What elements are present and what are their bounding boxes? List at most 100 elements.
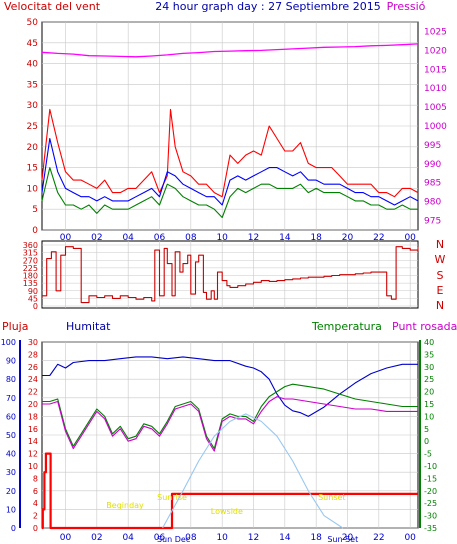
sun-label-begin: Beginday: [106, 501, 144, 510]
series-temperature: [42, 383, 418, 450]
temp-ytick-4: -15: [424, 474, 437, 483]
temp-xtick-9: 20: [342, 533, 354, 543]
rain-ytick-3: 6: [33, 487, 38, 496]
wind-ytick-3: 15: [27, 164, 38, 174]
sun-label-sunrise: Sunrise: [157, 493, 187, 502]
humidity-ytick-10: 100: [1, 338, 16, 347]
humidity-ytick-8: 80: [6, 375, 16, 384]
pressure-ytick-6: 1005: [424, 103, 447, 113]
temp-ytick-8: 5: [424, 425, 429, 434]
temp-xtick-0: 00: [60, 533, 72, 543]
rain-ytick-9: 18: [28, 412, 38, 421]
wind-ytick-2: 10: [27, 184, 39, 194]
wind-ytick-6: 30: [27, 101, 39, 111]
wind-ytick-4: 20: [27, 143, 39, 153]
humidity-ytick-0: 0: [11, 524, 16, 533]
temp-ytick-6: -5: [424, 450, 432, 459]
sun-label-sun_dec: Sun Dec: [157, 535, 190, 544]
direction-ytick-1: 45: [28, 294, 38, 303]
wind-xtick-1: 02: [91, 233, 102, 243]
sun-label-sun_set2: Sun Set: [327, 535, 358, 544]
wind-xtick-9: 20: [342, 233, 354, 243]
temp-xtick-10: 22: [373, 533, 384, 543]
sun-label-lowsun: Lowside: [211, 507, 243, 516]
temp-ytick-10: 15: [424, 400, 434, 409]
pressure-ytick-3: 990: [424, 160, 441, 170]
humidity-ytick-9: 90: [6, 357, 16, 366]
humidity-ytick-7: 70: [6, 394, 16, 403]
pressure-ytick-8: 1015: [424, 65, 447, 75]
temp-xtick-8: 18: [310, 533, 322, 543]
rain-ytick-2: 4: [33, 499, 38, 508]
humidity-label: Humitat: [66, 320, 111, 333]
direction-panel-frame: [41, 240, 419, 309]
pressure-ytick-7: 1010: [424, 84, 447, 94]
chart-title: 24 hour graph day : 27 Septiembre 2015: [155, 0, 380, 13]
series-low: [41, 167, 418, 219]
compass-label-0: N: [436, 238, 444, 251]
temp-ytick-9: 10: [424, 412, 434, 421]
temp-xtick-6: 12: [248, 533, 259, 543]
rain-ytick-4: 8: [33, 474, 38, 483]
compass-label-2: S: [437, 269, 444, 282]
direction-ytick-2: 90: [28, 287, 38, 296]
series-avg: [41, 137, 419, 206]
series-rain: [41, 452, 418, 530]
direction-ytick-7: 315: [23, 249, 38, 258]
pressure-ytick-4: 995: [424, 141, 441, 151]
rain-ytick-14: 28: [28, 350, 38, 359]
wind-ytick-10: 50: [27, 18, 39, 28]
pressure-label: Pressió: [387, 0, 426, 13]
wind-ytick-0: 0: [32, 226, 38, 236]
humidity-ytick-6: 60: [6, 412, 16, 421]
wind-xtick-10: 22: [373, 233, 384, 243]
rain-ytick-6: 12: [28, 450, 38, 459]
pressure-ytick-10: 1025: [424, 27, 447, 37]
compass-label-4: N: [436, 299, 444, 312]
temp-xtick-2: 04: [122, 533, 134, 543]
pressure-ytick-5: 1000: [424, 122, 447, 132]
pressure-ytick-0: 975: [424, 217, 441, 227]
temp-ytick-13: 30: [424, 363, 434, 372]
humidity-ytick-2: 20: [6, 487, 16, 496]
direction-ytick-0: 0: [33, 302, 38, 311]
rain-ytick-8: 16: [28, 425, 38, 434]
sun-label-sunset: Sunset: [318, 493, 345, 502]
wind-ytick-5: 25: [27, 122, 38, 132]
temp-ytick-14: 35: [424, 350, 434, 359]
temp-ytick-12: 25: [424, 375, 434, 384]
compass-label-3: E: [437, 284, 444, 297]
wind-xtick-6: 12: [248, 233, 259, 243]
humidity-ytick-1: 10: [6, 505, 16, 514]
series-sun: [162, 413, 344, 529]
wind-xtick-5: 10: [216, 233, 228, 243]
temp-xtick-3: 06: [154, 533, 166, 543]
temp-ytick-2: -25: [424, 499, 437, 508]
wind-xtick-8: 18: [310, 233, 322, 243]
temp-ytick-11: 20: [424, 388, 434, 397]
direction-ytick-3: 135: [23, 279, 38, 288]
wind-xtick-11: 00: [404, 233, 416, 243]
wind-ytick-1: 5: [32, 205, 38, 215]
rain-ytick-12: 24: [28, 375, 38, 384]
rain-ytick-11: 22: [28, 388, 38, 397]
temp-xtick-1: 02: [91, 533, 102, 543]
direction-ytick-4: 180: [23, 272, 38, 281]
series-dewpoint: [42, 396, 418, 452]
wind-xtick-0: 00: [60, 233, 72, 243]
series-gust: [41, 108, 419, 198]
rain-ytick-5: 10: [28, 462, 38, 471]
temp-xtick-4: 08: [185, 533, 197, 543]
pressure-ytick-1: 980: [424, 198, 441, 208]
temp-ytick-7: 0: [424, 437, 429, 446]
rain-ytick-13: 26: [28, 363, 38, 372]
rain-ytick-0: 0: [33, 524, 38, 533]
rain-ytick-1: 2: [33, 512, 38, 521]
temp-xtick-7: 14: [279, 533, 291, 543]
pressure-ytick-2: 985: [424, 179, 441, 189]
temp-ytick-0: -35: [424, 524, 437, 533]
rain-ytick-15: 30: [28, 338, 38, 347]
humidity-ytick-4: 40: [6, 450, 16, 459]
wind-xtick-4: 08: [185, 233, 197, 243]
